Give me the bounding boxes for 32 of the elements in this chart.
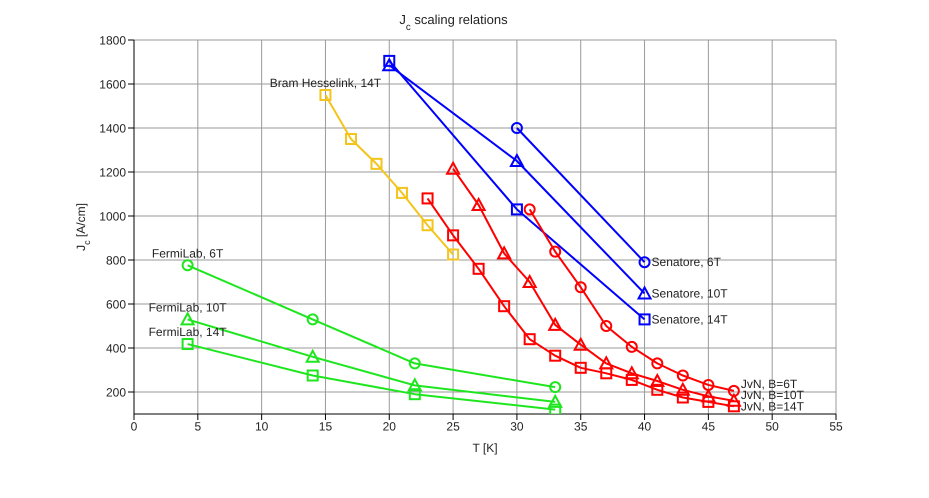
y-tick-label: 800	[106, 253, 126, 268]
y-tick-label: 1800	[99, 33, 126, 48]
y-tick-label: 400	[106, 341, 126, 356]
y-tick-label: 1400	[99, 121, 126, 136]
x-tick-label: 20	[382, 420, 396, 434]
x-tick-label: 50	[766, 420, 780, 434]
annotation: FermiLab, 14T	[148, 325, 228, 340]
x-tick-label: 55	[829, 420, 843, 434]
y-tick-label: 1600	[99, 77, 126, 92]
x-tick-label: 10	[254, 420, 269, 434]
annotation: Senatore, 14T	[652, 312, 728, 326]
y-tick-label: 600	[106, 297, 126, 312]
chart-title: J$_{c}$ scaling relations	[399, 12, 508, 32]
annotation: FermiLab, 6T	[152, 246, 224, 260]
x-tick-label: 35	[574, 420, 588, 434]
annotation: Senatore, 6T	[652, 255, 722, 270]
y-tick-label: 1000	[99, 209, 126, 224]
annotation: FermiLab, 10T	[148, 300, 228, 314]
annotation: JvN, B=14T	[740, 399, 805, 414]
x-tick-label: 0	[130, 420, 138, 434]
x-tick-label: 40	[638, 420, 652, 434]
y-tick-label: 200	[106, 385, 126, 400]
annotation: JvN, B=6T	[740, 376, 798, 391]
annotation: Bram Hesselink, 14T	[270, 76, 382, 90]
x-tick-label: 15	[318, 420, 332, 434]
x-tick-label: 25	[446, 420, 460, 434]
x-tick-label: 5	[194, 420, 202, 434]
x-tick-label: 30	[510, 420, 524, 434]
x-axis-title: T [K]	[472, 441, 498, 455]
y-tick-label: 1200	[99, 165, 126, 180]
annotation: Senatore, 10T	[652, 286, 728, 300]
x-tick-label: 45	[702, 420, 716, 434]
